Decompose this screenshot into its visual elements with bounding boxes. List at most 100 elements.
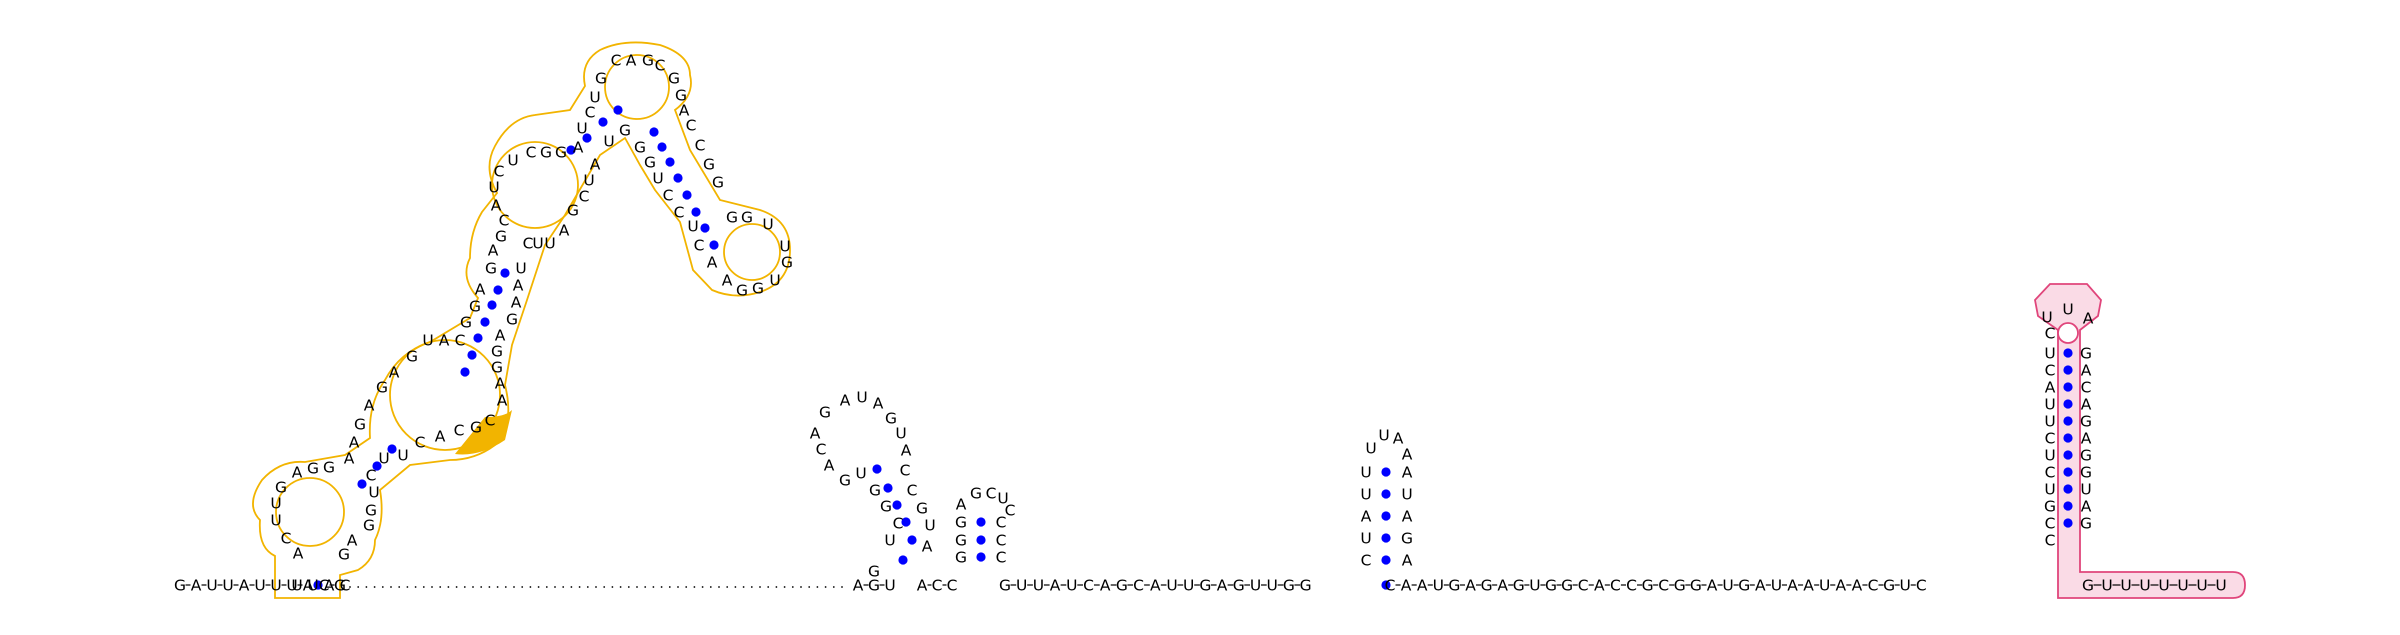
multiloop-nucleotide: A <box>679 102 690 120</box>
nucleotide: G <box>334 577 346 595</box>
nucleotide: U <box>2101 577 2112 595</box>
gap-backbone-dot <box>349 586 351 588</box>
hairpin-1-nucleotide: A <box>901 442 912 460</box>
hairpin-2-nucleotide: G <box>955 514 967 532</box>
base-pair-dot <box>898 555 908 565</box>
hairpin-2-nucleotide: C <box>986 485 997 503</box>
hairpin-2-nucleotide: A <box>956 496 967 514</box>
gap-backbone-dot <box>685 586 688 588</box>
base-pair-dot <box>2063 348 2073 358</box>
base-pair-dot <box>1381 467 1391 477</box>
nucleotide: U <box>1250 577 1261 595</box>
nucleotide: G <box>2080 413 2092 431</box>
hairpin-1-nucleotide: U <box>884 532 895 550</box>
multiloop-nucleotide: U <box>779 238 790 256</box>
gap-backbone-dot <box>504 586 507 588</box>
gap-backbone-dot <box>447 586 450 588</box>
hairpin-1-nucleotide: C <box>907 482 918 500</box>
base-pair-dot <box>1381 555 1391 565</box>
nucleotide: C <box>2045 532 2056 550</box>
nucleotide: G <box>1674 577 1686 595</box>
multiloop-nucleotide: G <box>491 343 503 361</box>
base-pair-dot <box>2063 484 2073 494</box>
nucleotide: U <box>2044 481 2055 499</box>
multiloop-nucleotide: U <box>397 447 408 465</box>
gap-backbone-dot <box>734 586 737 588</box>
nucleotide: C <box>2081 379 2092 397</box>
multiloop-nucleotide: U <box>532 235 543 253</box>
gap-backbone-dot <box>783 586 786 588</box>
hairpin-1-nucleotide: G <box>885 410 897 428</box>
multiloop-nucleotide: G <box>506 311 518 329</box>
nucleotide: G <box>1116 577 1128 595</box>
multiloop-nucleotide: A <box>491 197 502 215</box>
base-pairs <box>313 105 2073 590</box>
multiloop-nucleotide: G <box>365 502 377 520</box>
hairpin-1-nucleotide: G <box>916 500 928 518</box>
gap-backbone-dot <box>775 586 778 588</box>
nucleotide: G <box>1233 577 1245 595</box>
hairpin-2-nucleotide: U <box>997 490 1008 508</box>
multiloop-nucleotide: C <box>579 188 590 206</box>
multiloop-nucleotide: G <box>495 228 507 246</box>
multiloop-nucleotide: G <box>338 546 350 564</box>
multiloop-nucleotide: U <box>583 172 594 190</box>
multiloop-nucleotide: G <box>736 282 748 300</box>
hairpin-1-nucleotide: G <box>839 472 851 490</box>
base-pair-dot <box>976 517 986 527</box>
base-pair-dot <box>1381 511 1391 521</box>
multiloop-nucleotide: U <box>515 260 526 278</box>
gap-backbone-dot <box>767 586 770 588</box>
multiloop-inner-loop-3 <box>491 141 579 229</box>
nucleotide: U <box>1771 577 1782 595</box>
multiloop-nucleotide: C <box>655 57 666 75</box>
gap-backbone-dot <box>611 586 614 588</box>
nucleotide: C <box>1626 577 1637 595</box>
multiloop-nucleotide: G <box>675 87 687 105</box>
nucleotide: U <box>2158 577 2169 595</box>
nucleotide: G <box>2080 515 2092 533</box>
gap-backbone-dot <box>726 586 729 588</box>
multiloop-nucleotide: G <box>460 314 472 332</box>
gap-backbone-dot <box>455 586 458 588</box>
multiloop-nucleotide: A <box>513 277 524 295</box>
nucleotide: A <box>2081 362 2092 380</box>
nucleotide: A <box>303 577 314 595</box>
multiloop-nucleotide: A <box>293 545 304 563</box>
multiloop-nucleotide: A <box>495 375 506 393</box>
gap-backbone-dot <box>701 586 704 588</box>
nucleotide: A <box>853 577 864 595</box>
nucleotide: U <box>2044 345 2055 363</box>
gap-backbone-dot <box>390 586 392 588</box>
multiloop-nucleotide: U <box>769 272 780 290</box>
multiloop-nucleotide: C <box>281 530 292 548</box>
multiloop-nucleotide: A <box>590 156 601 174</box>
multiloop-nucleotide: A <box>344 450 355 468</box>
multiloop-nucleotide: C <box>686 117 697 135</box>
base-pair-dot <box>598 117 608 127</box>
hairpin-2-nucleotide: C <box>996 532 1007 550</box>
nucleotide: A <box>1217 577 1228 595</box>
gap-backbone-dot <box>488 586 491 588</box>
hairpin-1-nucleotide: A <box>810 425 821 443</box>
multiloop-nucleotide: A <box>349 434 360 452</box>
base-pair-dot <box>907 535 917 545</box>
multiloop-inner-loop-1 <box>275 477 345 547</box>
multiloop-nucleotide: A <box>573 139 584 157</box>
nucleotide: C <box>1916 577 1927 595</box>
nucleotide: A <box>1803 577 1814 595</box>
gap-backbone-dot <box>521 586 524 588</box>
gap-backbone-dot <box>709 586 712 588</box>
multiloop-nucleotide: G <box>752 280 764 298</box>
multiloop-nucleotide: U <box>422 332 433 350</box>
multiloop-nucleotide: A <box>488 242 499 260</box>
base-pair-dot <box>709 240 719 250</box>
gap-backbone-dot <box>824 586 827 588</box>
nucleotide: A <box>1402 508 1413 526</box>
gap-backbone-dot <box>603 586 606 588</box>
multiloop-nucleotide: C <box>611 52 622 70</box>
multiloop-nucleotide: C <box>415 434 426 452</box>
nucleotide: A <box>2083 310 2094 328</box>
multiloop-nucleotide: C <box>455 332 466 350</box>
